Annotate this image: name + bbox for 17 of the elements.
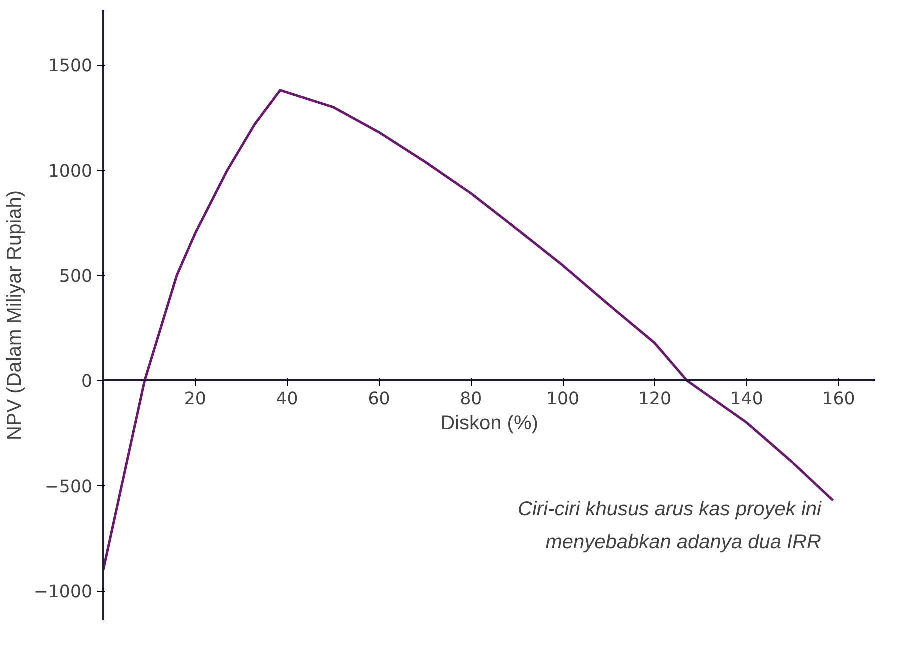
- y-tick-label: 1500: [48, 56, 93, 77]
- x-tick-label: 40: [276, 390, 298, 410]
- x-tick-label: 100: [546, 390, 580, 410]
- y-axis-title: NPV (Dalam Miliyar Rupiah): [4, 190, 26, 441]
- x-tick-label: 140: [730, 390, 764, 410]
- x-tick-label: 80: [460, 390, 482, 410]
- y-tick-label: 0: [81, 372, 93, 392]
- y-tick-label: −500: [44, 477, 92, 498]
- annotation: Ciri-ciri khusus arus kas proyek ini menyebabkan adanya dua IRR: [518, 498, 822, 554]
- x-tick-label: 60: [368, 390, 390, 410]
- y-tick-label: −1000: [34, 582, 93, 603]
- x-axis-title: Diskon (%): [440, 412, 538, 434]
- y-tick-label: 500: [59, 267, 93, 288]
- x-tick-label: 120: [638, 390, 672, 410]
- x-tick-label: 160: [822, 390, 856, 410]
- x-tick-label: 20: [184, 390, 206, 410]
- y-tick-label: 1000: [48, 162, 93, 182]
